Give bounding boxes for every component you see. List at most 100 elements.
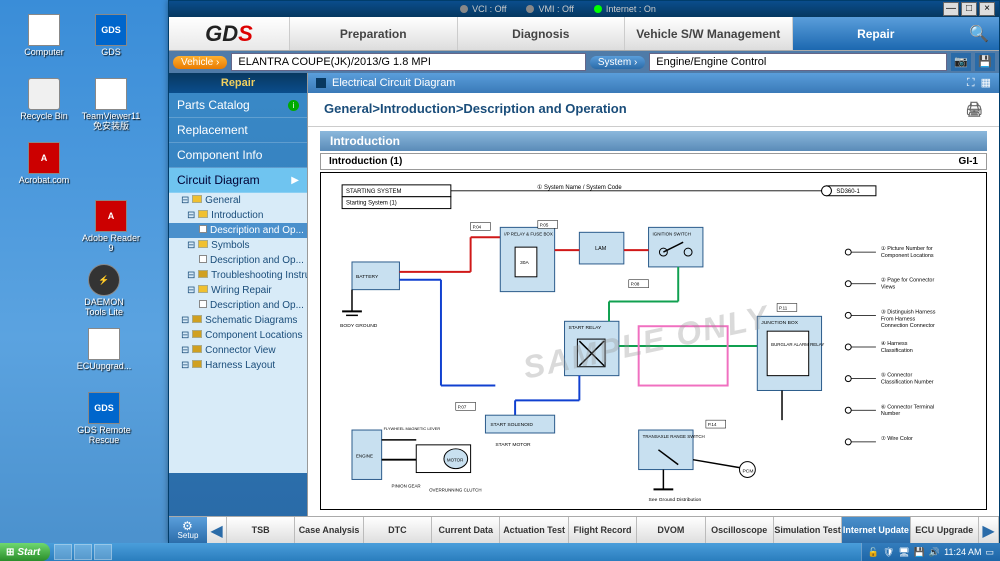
search-icon[interactable]: 🔍 [959, 17, 999, 50]
tree-node[interactable]: ⊟ Schematic Diagrams [169, 313, 307, 328]
system-field[interactable]: Engine/Engine Control [649, 53, 947, 71]
next-arrow-icon[interactable]: ▶ [979, 517, 999, 544]
bottom-tab-internet-update[interactable]: Internet Update [842, 517, 910, 544]
svg-text:Classification Number: Classification Number [881, 379, 934, 385]
tray-icon[interactable]: 💾 [914, 547, 925, 558]
status-item: Internet : On [594, 4, 656, 14]
print-icon[interactable]: 🖨 [965, 101, 983, 118]
desktop-icon[interactable]: AAdobe Reader 9 [81, 200, 141, 258]
desktop-icon[interactable]: GDSGDS Remote Rescue [74, 392, 134, 450]
bottom-tab-ecu-upgrade[interactable]: ECU Upgrade [911, 517, 979, 544]
svg-text:SD360-1: SD360-1 [836, 189, 859, 195]
svg-text:30A: 30A [520, 260, 529, 266]
svg-text:JUNCTION BOX: JUNCTION BOX [761, 320, 798, 326]
tray-icon[interactable]: 🔓 [868, 547, 879, 558]
desktop-icons: ComputerGDSGDSRecycle BinTeamViewer11 免安… [12, 12, 152, 454]
svg-text:Classification: Classification [881, 348, 913, 354]
tree-node[interactable]: Description and Op... [169, 223, 307, 238]
svg-text:Connection Connector: Connection Connector [881, 323, 935, 329]
vehicle-button[interactable]: Vehicle › [173, 56, 227, 69]
svg-text:IGNITION SWITCH: IGNITION SWITCH [653, 231, 691, 236]
expand-icon[interactable]: ⛶ [967, 77, 975, 89]
tree-node[interactable]: Description and Op... [169, 298, 307, 313]
maximize-button[interactable]: □ [961, 2, 977, 16]
bottom-tab-dtc[interactable]: DTC [364, 517, 432, 544]
task-item[interactable] [94, 544, 112, 560]
desktop-icon[interactable]: ECUupgrad... [74, 328, 134, 386]
save-icon[interactable]: 💾 [975, 53, 995, 71]
start-button[interactable]: Start [0, 543, 50, 561]
bottom-tab-tsb[interactable]: TSB [227, 517, 295, 544]
tree-node[interactable]: ⊟ Connector View [169, 343, 307, 358]
desktop-icon[interactable]: TeamViewer11 免安装版 [81, 78, 141, 136]
bottom-tab-case-analysis[interactable]: Case Analysis [295, 517, 363, 544]
status-item: VCI : Off [460, 4, 506, 14]
setup-button[interactable]: Setup [169, 517, 207, 544]
minimize-button[interactable]: — [943, 2, 959, 16]
svg-text:P.08: P.08 [631, 282, 640, 287]
svg-text:MOTOR: MOTOR [447, 458, 463, 463]
tree-node[interactable]: ⊟ Introduction [169, 208, 307, 223]
bottom-tab-flight-record[interactable]: Flight Record [569, 517, 637, 544]
tree-node[interactable]: ⊟ Symbols [169, 238, 307, 253]
camera-icon[interactable]: 📷 [951, 53, 971, 71]
pane-header: Electrical Circuit Diagram ⛶ ▦ [308, 73, 999, 93]
prev-arrow-icon[interactable]: ◀ [207, 517, 227, 544]
bottom-tab-oscilloscope[interactable]: Oscilloscope [706, 517, 774, 544]
selector-bar: Vehicle › ELANTRA COUPE(JK)/2013/G 1.8 M… [169, 51, 999, 73]
desktop-icon[interactable]: ⚡DAEMON Tools Lite [74, 264, 134, 322]
menu-tab-preparation[interactable]: Preparation [289, 17, 457, 50]
sidebar-item-component-info[interactable]: Component Info [169, 143, 307, 168]
svg-text:BURGLAR ALARM RELAY: BURGLAR ALARM RELAY [771, 342, 824, 347]
sidebar-item-circuit-diagram[interactable]: Circuit Diagram▶ [169, 168, 307, 193]
svg-text:BODY GROUND: BODY GROUND [340, 323, 378, 329]
task-item[interactable] [54, 544, 72, 560]
bottom-tab-simulation-test[interactable]: Simulation Test [774, 517, 842, 544]
menu-tab-vehicle-s-w-management[interactable]: Vehicle S/W Management [624, 17, 792, 50]
logo: GDS [169, 17, 289, 50]
tree-node[interactable]: ⊟ General [169, 193, 307, 208]
sidebar-tree: ⊟ General⊟ IntroductionDescription and O… [169, 193, 307, 473]
pane-title: Electrical Circuit Diagram [332, 77, 961, 89]
task-item[interactable] [74, 544, 92, 560]
svg-text:⑦ Wire Color: ⑦ Wire Color [881, 436, 913, 442]
svg-text:START RELAY: START RELAY [568, 325, 602, 331]
close-button[interactable]: × [979, 2, 995, 16]
svg-text:② Page for Connector: ② Page for Connector [881, 278, 935, 284]
system-button[interactable]: System › [590, 56, 645, 69]
svg-text:OVERRUNNING CLUTCH: OVERRUNNING CLUTCH [429, 487, 482, 492]
bottom-tab-current-data[interactable]: Current Data [432, 517, 500, 544]
tray-icon[interactable]: 🛡 [883, 547, 894, 558]
tree-node[interactable]: ⊟ Harness Layout [169, 358, 307, 373]
tray-icon[interactable]: 🔊 [929, 547, 940, 558]
intro-sub: Introduction (1)GI-1 [320, 153, 987, 170]
sidebar-header: Repair [169, 73, 307, 93]
sidebar-item-parts-catalog[interactable]: Parts Catalogi [169, 93, 307, 118]
tray-icon[interactable]: 🖥 [898, 547, 909, 558]
tree-node[interactable]: ⊟ Troubleshooting Instru... [169, 268, 307, 283]
svg-text:P.14: P.14 [708, 422, 717, 427]
svg-text:START MOTOR: START MOTOR [495, 442, 531, 448]
grid-icon[interactable]: ▦ [981, 77, 991, 89]
tree-node[interactable]: Description and Op... [169, 253, 307, 268]
svg-text:P.04: P.04 [473, 224, 482, 229]
svg-text:From Harness: From Harness [881, 316, 916, 322]
desktop-icon[interactable]: Computer [14, 14, 74, 72]
bottom-tab-actuation-test[interactable]: Actuation Test [500, 517, 568, 544]
svg-text:PCM: PCM [742, 468, 753, 474]
svg-text:① Picture Number for: ① Picture Number for [881, 246, 933, 252]
menu-tab-repair[interactable]: Repair [792, 17, 960, 50]
desktop-icon[interactable]: GDSGDS [81, 14, 141, 72]
tray-icon[interactable]: ▭ [985, 547, 994, 558]
desktop-icon[interactable]: Recycle Bin [14, 78, 74, 136]
tree-node[interactable]: ⊟ Wiring Repair [169, 283, 307, 298]
menu-tab-diagnosis[interactable]: Diagnosis [457, 17, 625, 50]
clock[interactable]: 11:24 AM [944, 547, 981, 557]
menubar: GDS PreparationDiagnosisVehicle S/W Mana… [169, 17, 999, 51]
tree-node[interactable]: ⊟ Component Locations [169, 328, 307, 343]
desktop-icon[interactable]: AAcrobat.com [14, 142, 74, 200]
bottom-tab-dvom[interactable]: DVOM [637, 517, 705, 544]
svg-text:① System Name / System Code: ① System Name / System Code [537, 184, 622, 191]
vehicle-field[interactable]: ELANTRA COUPE(JK)/2013/G 1.8 MPI [231, 53, 585, 71]
sidebar-item-replacement[interactable]: Replacement [169, 118, 307, 143]
